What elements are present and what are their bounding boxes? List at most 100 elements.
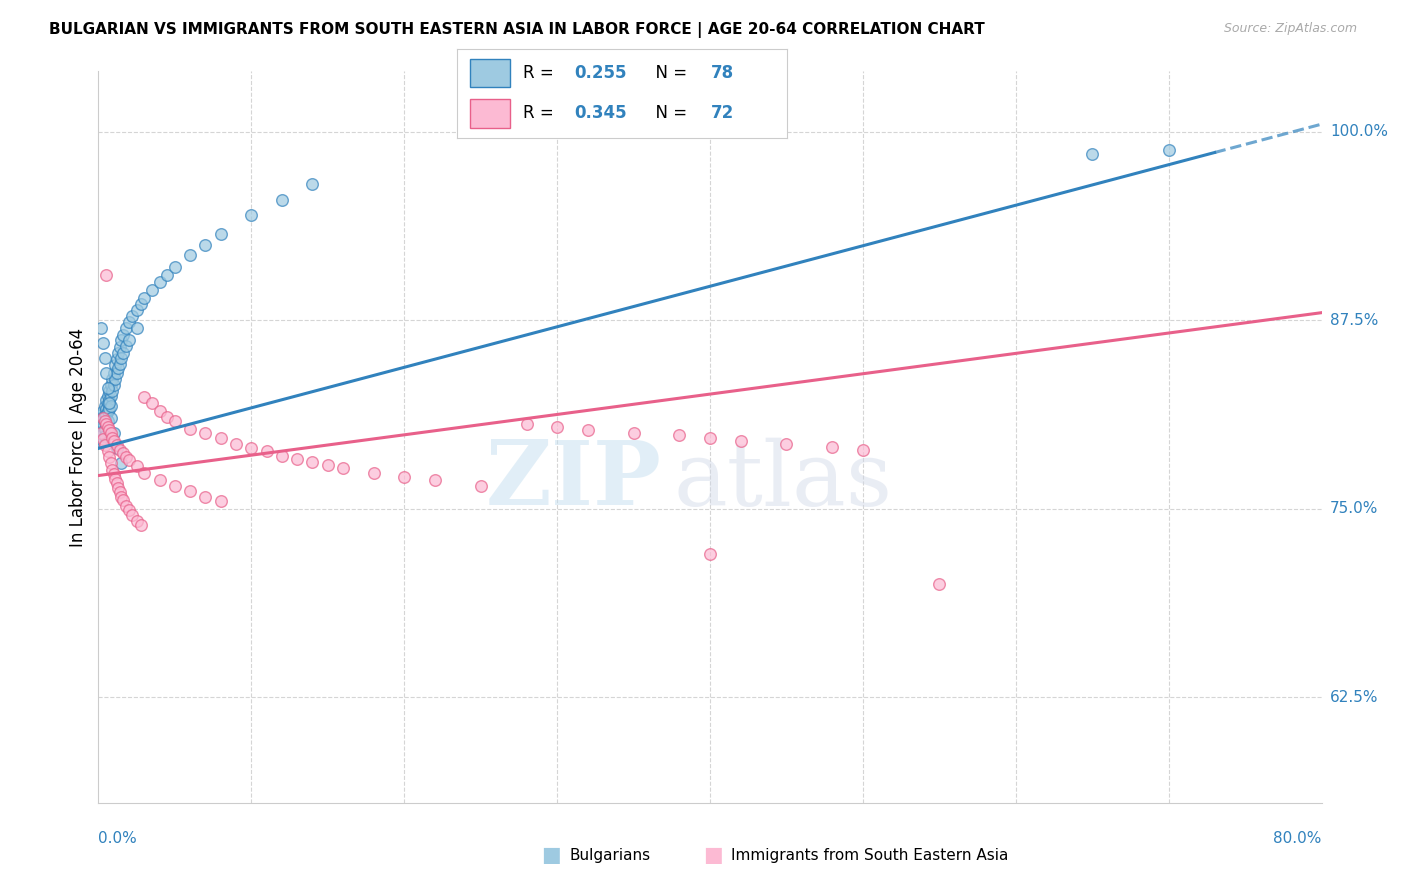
Point: [125, 514, 148, 528]
Point: [423, 473, 446, 487]
Point: [100, 426, 122, 441]
Point: [129, 296, 152, 310]
Point: [100, 411, 122, 425]
Point: [100, 389, 122, 403]
Point: [225, 437, 247, 451]
Point: [134, 291, 156, 305]
Point: [110, 351, 132, 365]
Point: [107, 346, 129, 360]
Point: [730, 434, 752, 448]
Point: [149, 473, 172, 487]
Point: [775, 437, 797, 451]
Point: [156, 268, 179, 282]
Point: [470, 479, 492, 493]
Point: [89, 411, 111, 425]
Point: [94, 393, 117, 408]
Text: Bulgarians: Bulgarians: [569, 848, 651, 863]
Point: [97, 414, 120, 428]
Point: [94, 268, 117, 282]
Point: [623, 426, 645, 441]
Point: [256, 444, 278, 458]
Point: [100, 399, 122, 413]
Point: [134, 390, 156, 404]
Bar: [470, 59, 510, 87]
Point: [194, 490, 217, 504]
Point: [125, 302, 148, 317]
Text: ZIP: ZIP: [485, 437, 661, 524]
Point: [141, 283, 163, 297]
Text: 0.255: 0.255: [574, 64, 627, 82]
Text: 75.0%: 75.0%: [1330, 501, 1378, 516]
Point: [141, 396, 163, 410]
Point: [668, 427, 690, 442]
Point: [118, 503, 141, 517]
Text: 0.345: 0.345: [574, 104, 627, 122]
Text: 0.0%: 0.0%: [98, 830, 138, 846]
Point: [163, 260, 186, 275]
Point: [90, 422, 112, 436]
Point: [110, 333, 132, 347]
Point: [107, 481, 129, 495]
Point: [94, 416, 117, 430]
Point: [134, 466, 156, 480]
Text: N =: N =: [645, 64, 693, 82]
Text: ■: ■: [703, 846, 723, 865]
Point: [115, 339, 138, 353]
Point: [98, 384, 121, 398]
Point: [163, 479, 186, 493]
Point: [103, 426, 125, 441]
Text: 62.5%: 62.5%: [1330, 690, 1378, 705]
Point: [97, 444, 120, 458]
Point: [316, 458, 339, 472]
Point: [91, 433, 114, 447]
Point: [91, 335, 114, 350]
Point: [101, 372, 124, 386]
Point: [93, 408, 115, 422]
Point: [97, 420, 120, 434]
Point: [90, 414, 112, 428]
Point: [240, 208, 263, 222]
Point: [97, 396, 120, 410]
Point: [97, 403, 120, 417]
Point: [115, 450, 138, 465]
Point: [108, 340, 131, 354]
Bar: [470, 99, 510, 128]
Point: [98, 450, 121, 465]
Point: [110, 457, 132, 471]
Point: [699, 547, 721, 561]
Point: [105, 352, 128, 367]
Text: ■: ■: [541, 846, 561, 865]
Point: [100, 378, 122, 392]
Point: [93, 351, 115, 365]
Point: [93, 414, 115, 428]
Point: [699, 431, 721, 445]
Point: [516, 417, 538, 432]
Point: [90, 408, 112, 422]
Point: [363, 466, 385, 480]
Point: [546, 420, 568, 434]
Point: [194, 426, 217, 441]
Text: R =: R =: [523, 104, 560, 122]
Point: [89, 426, 111, 441]
Point: [121, 309, 143, 323]
Point: [392, 470, 416, 484]
Point: [240, 442, 263, 456]
Text: 80.0%: 80.0%: [1274, 830, 1322, 846]
Point: [93, 414, 115, 428]
Point: [104, 359, 127, 373]
Point: [103, 434, 125, 448]
Point: [179, 248, 201, 262]
Point: [101, 431, 124, 445]
Point: [332, 461, 354, 475]
Point: [91, 403, 114, 417]
Point: [94, 402, 117, 417]
Point: [108, 485, 131, 500]
Point: [1081, 147, 1104, 161]
Point: [118, 333, 141, 347]
Point: [149, 276, 172, 290]
Point: [121, 508, 143, 522]
Text: 100.0%: 100.0%: [1330, 124, 1388, 139]
Point: [110, 490, 132, 504]
Point: [104, 471, 127, 485]
Y-axis label: In Labor Force | Age 20-64: In Labor Force | Age 20-64: [69, 327, 87, 547]
